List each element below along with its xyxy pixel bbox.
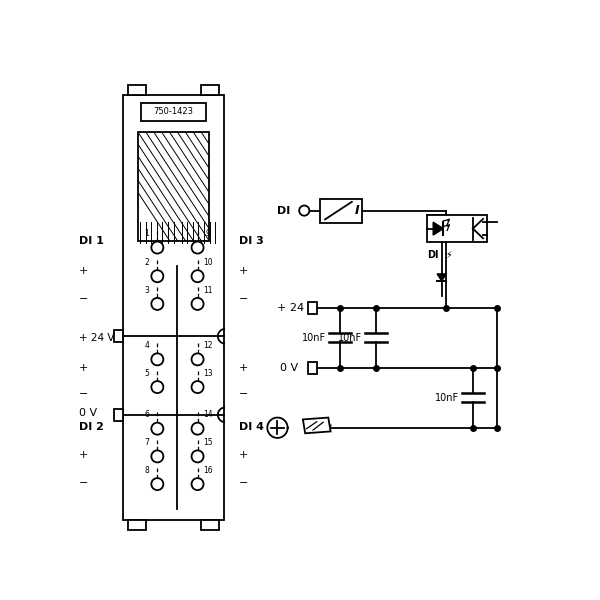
Text: 15: 15 [203, 438, 213, 447]
Text: 3: 3 [144, 286, 149, 295]
Text: −: − [239, 295, 248, 304]
Circle shape [191, 353, 203, 365]
Text: 0 V: 0 V [280, 362, 298, 373]
Circle shape [191, 422, 203, 434]
Text: ⚡: ⚡ [445, 250, 452, 260]
Bar [320, 199, 362, 223]
Text: 7: 7 [144, 438, 149, 447]
Text: +: + [239, 451, 248, 460]
Bar [128, 85, 146, 95]
Text: −: − [79, 478, 88, 488]
Circle shape [151, 381, 163, 393]
Text: 4: 4 [144, 341, 149, 350]
Text: 8: 8 [145, 466, 149, 475]
Text: + 24 V: + 24 V [79, 332, 115, 343]
Text: −: − [239, 478, 248, 488]
Text: I: I [355, 204, 360, 217]
Text: 750-1423: 750-1423 [154, 107, 194, 116]
Text: 10nF: 10nF [338, 332, 362, 343]
Text: 16: 16 [203, 466, 213, 475]
Text: −: − [79, 295, 88, 304]
Text: 0 V: 0 V [79, 408, 97, 418]
Text: DI: DI [277, 206, 291, 215]
Bar [123, 95, 224, 520]
Circle shape [151, 242, 163, 254]
Circle shape [151, 353, 163, 365]
Text: + 24 V: + 24 V [277, 302, 316, 313]
Text: 11: 11 [203, 286, 213, 295]
Circle shape [191, 381, 203, 393]
Text: DI 1: DI 1 [79, 236, 104, 245]
Text: +: + [239, 266, 248, 275]
Text: +: + [79, 362, 88, 373]
Bar [308, 302, 317, 314]
Text: +: + [79, 451, 88, 460]
Text: 10: 10 [203, 258, 213, 267]
Text: 10nF: 10nF [436, 393, 460, 403]
Text: DI 4: DI 4 [239, 422, 264, 432]
Circle shape [151, 270, 163, 282]
Bar [308, 362, 317, 374]
Text: +: + [79, 266, 88, 275]
Text: DI 3: DI 3 [239, 236, 264, 245]
Circle shape [191, 298, 203, 310]
Text: DI: DI [428, 250, 439, 260]
Circle shape [151, 422, 163, 434]
Polygon shape [303, 418, 331, 433]
Text: −: − [79, 389, 88, 400]
Circle shape [151, 298, 163, 310]
Bar [128, 520, 146, 530]
Circle shape [151, 478, 163, 490]
Circle shape [299, 206, 310, 215]
Bar [138, 132, 209, 241]
Text: 5: 5 [144, 369, 149, 378]
Text: 13: 13 [203, 369, 213, 378]
Text: −: − [239, 389, 248, 400]
Polygon shape [437, 274, 446, 281]
Polygon shape [433, 222, 443, 235]
Text: 2: 2 [145, 258, 149, 267]
Text: 6: 6 [144, 410, 149, 419]
Text: 12: 12 [203, 341, 213, 350]
Text: DI 2: DI 2 [79, 422, 104, 432]
Text: +: + [239, 362, 248, 373]
Circle shape [191, 242, 203, 254]
Text: 10nF: 10nF [302, 332, 326, 343]
Bar [141, 103, 206, 121]
Bar [427, 215, 487, 242]
Bar [115, 409, 123, 421]
Circle shape [191, 270, 203, 282]
Circle shape [191, 451, 203, 463]
Bar [115, 330, 123, 342]
Circle shape [151, 451, 163, 463]
Circle shape [191, 478, 203, 490]
Bar [201, 520, 219, 530]
Text: 14: 14 [203, 410, 213, 419]
Bar [201, 85, 219, 95]
Text: 1: 1 [145, 229, 149, 238]
Text: 9: 9 [206, 229, 211, 238]
